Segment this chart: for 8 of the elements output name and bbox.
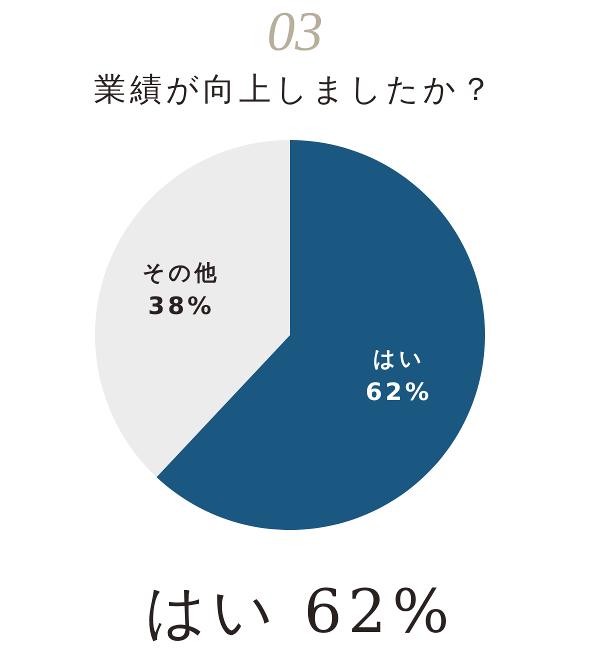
data-label: 38% <box>148 292 214 320</box>
text: はい 62% <box>144 577 456 647</box>
pie-slice <box>95 140 290 478</box>
slice-label: その他 <box>142 260 220 286</box>
slice-label: はい <box>372 347 425 372</box>
chart-title: 業績が向上しましたか？ <box>94 70 496 108</box>
text: 03 <box>267 1 323 63</box>
data-label: 62% <box>366 378 432 406</box>
